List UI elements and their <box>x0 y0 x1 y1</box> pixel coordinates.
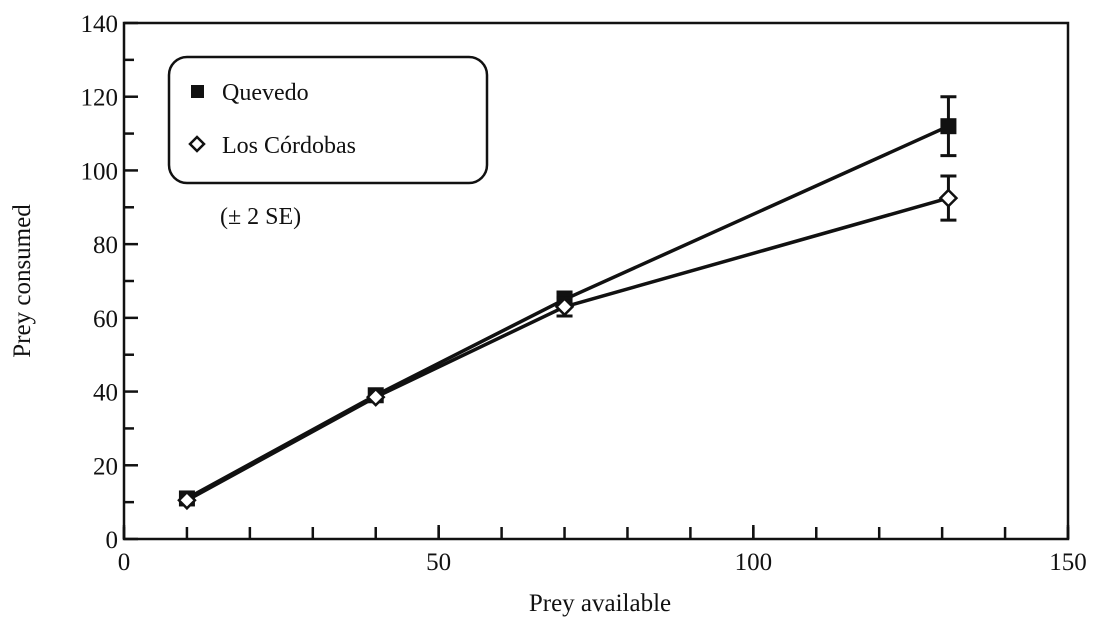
x-tick-label: 150 <box>1049 549 1087 576</box>
y-tick-label: 140 <box>81 11 119 38</box>
data-point-los-c-rdobas <box>554 297 575 317</box>
y-axis-label: Prey consumed <box>9 204 36 358</box>
legend-label-quevedo: Quevedo <box>222 80 309 106</box>
data-point-los-c-rdobas <box>365 387 386 407</box>
y-axis: 0 20 40 60 80 100 120 140 <box>81 11 138 554</box>
legend-marker-los-cordobas <box>188 135 206 153</box>
series-line-los-c-rdobas <box>186 196 949 502</box>
data-point-los-c-rdobas <box>177 490 197 511</box>
data-point-quevedo <box>940 118 957 135</box>
y-tick-label: 100 <box>81 158 119 185</box>
y-tick-label: 80 <box>93 232 118 259</box>
error-note: (± 2 SE) <box>220 204 301 230</box>
x-tick-label: 100 <box>735 549 773 576</box>
x-axis: 0 50 100 150 <box>118 525 1087 576</box>
y-tick-label: 0 <box>106 527 119 554</box>
y-tick-label: 60 <box>93 306 118 333</box>
legend-box <box>167 55 489 185</box>
x-tick-label: 50 <box>426 549 451 576</box>
legend-marker-quevedo <box>191 85 204 98</box>
y-tick-label: 40 <box>93 380 118 407</box>
data-point-los-c-rdobas <box>938 188 959 208</box>
series-layer <box>177 95 959 511</box>
legend: Quevedo Los Córdobas <box>167 55 489 185</box>
y-tick-label: 20 <box>93 453 118 480</box>
x-axis-label: Prey available <box>529 590 671 617</box>
x-tick-label: 0 <box>118 549 131 576</box>
y-tick-label: 120 <box>81 85 119 112</box>
legend-label-los-cordobas: Los Córdobas <box>222 133 356 159</box>
